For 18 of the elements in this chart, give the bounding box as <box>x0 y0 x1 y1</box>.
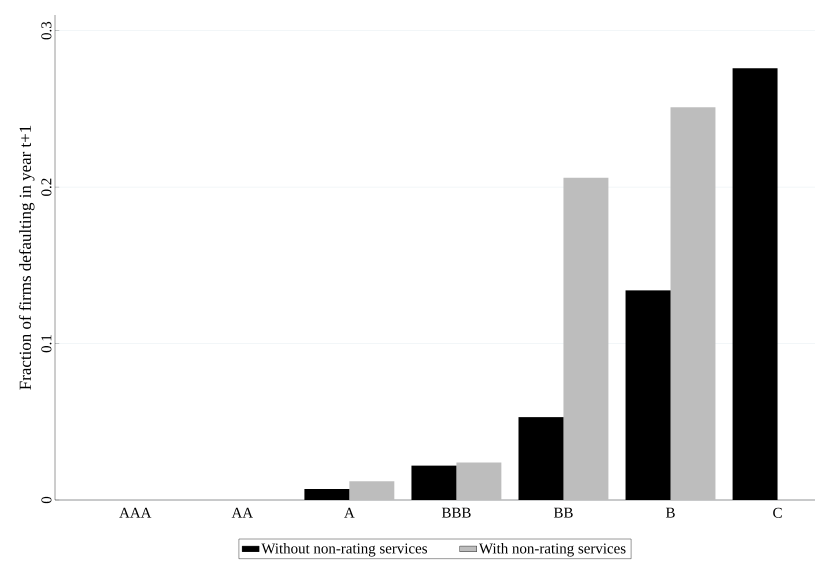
x-tick-label: B <box>666 508 675 518</box>
x-tick-label: AA <box>232 508 253 518</box>
y-tick-label: 0.1 <box>41 335 52 352</box>
bar <box>563 178 608 500</box>
y-tick-label: 0.3 <box>41 22 52 40</box>
x-tick-label: A <box>344 508 355 518</box>
x-tick-label: AAA <box>119 508 152 518</box>
y-tick-label: 0 <box>41 496 52 504</box>
y-axis-title: Fraction of firms defaulting in year t+1 <box>18 126 34 390</box>
x-tick-label: BB <box>554 508 573 518</box>
x-tick-label: BBB <box>442 508 471 518</box>
legend-label: With non-rating services <box>478 542 626 557</box>
bar <box>349 481 394 500</box>
legend-label: Without non-rating services <box>261 542 428 557</box>
x-tick-label: C <box>773 508 782 518</box>
bar <box>456 462 502 500</box>
y-tick-label: 0.2 <box>41 178 52 196</box>
bar <box>670 107 716 500</box>
